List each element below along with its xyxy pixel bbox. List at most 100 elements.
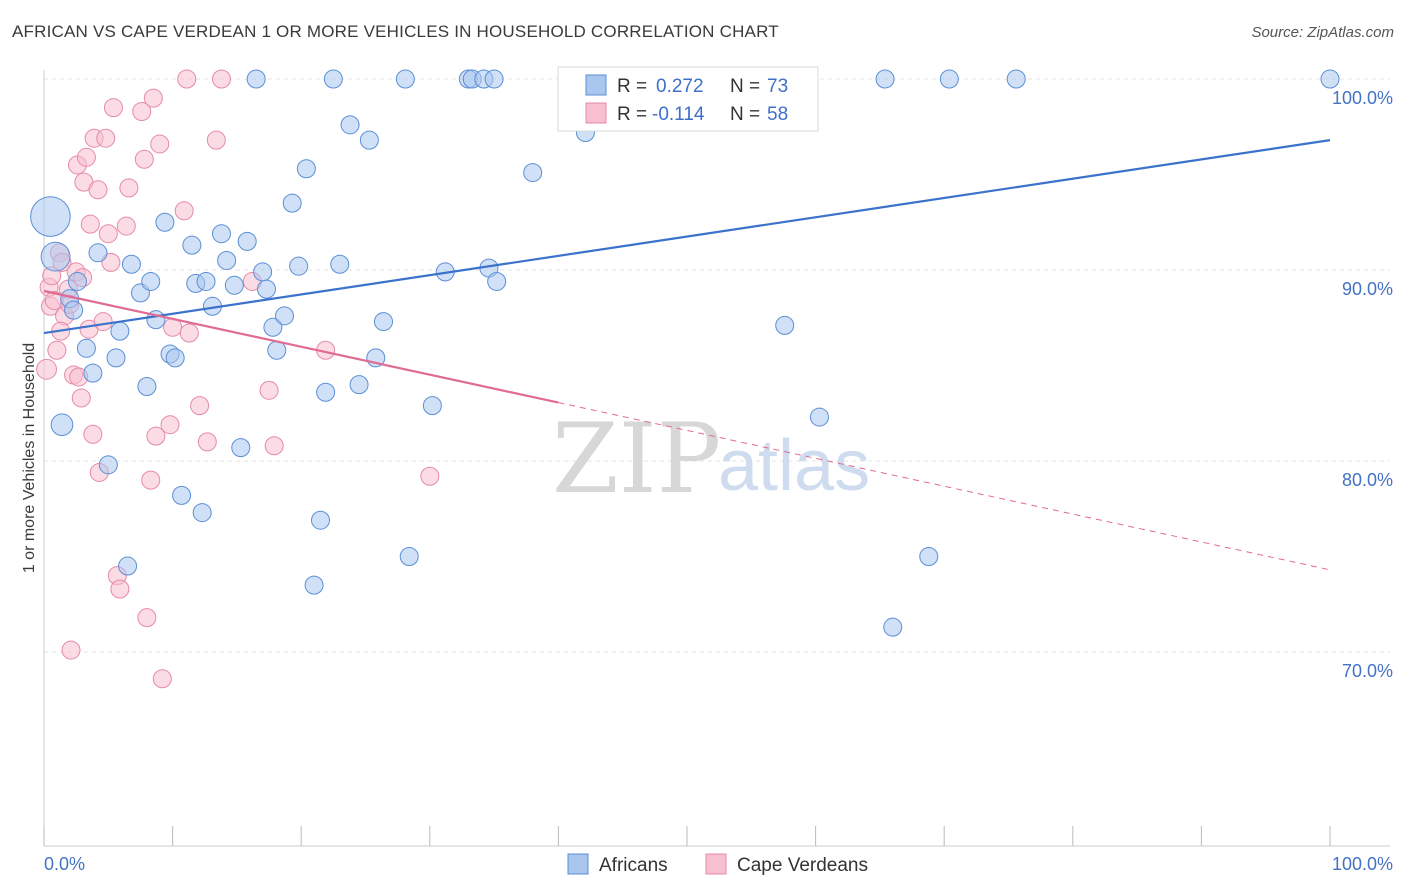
point-cape-verdeans bbox=[96, 128, 116, 148]
point-africans bbox=[98, 455, 118, 475]
point-africans bbox=[118, 556, 138, 576]
series-legend: Africans Cape Verdeans bbox=[567, 853, 868, 876]
legend-n-value-africans: 73 bbox=[767, 76, 788, 97]
point-africans bbox=[217, 250, 237, 270]
point-cape-verdeans bbox=[93, 312, 113, 332]
watermark: ZIP atlas bbox=[552, 403, 870, 515]
legend-r-label-africans: R = bbox=[617, 76, 647, 97]
point-africans bbox=[64, 300, 84, 320]
x-tick-label-max: 100.0% bbox=[1332, 854, 1393, 874]
y-axis-tick-labels: 70.0% 80.0% 90.0% 100.0% bbox=[1332, 88, 1393, 681]
correlation-legend: R = 0.272 N = 73 R = -0.114 N = 58 bbox=[557, 66, 819, 132]
point-africans bbox=[76, 338, 96, 358]
trend-line-africans bbox=[43, 139, 1331, 335]
point-cape-verdeans bbox=[80, 214, 100, 234]
point-africans bbox=[172, 485, 192, 505]
point-cape-verdeans bbox=[132, 101, 152, 121]
point-cape-verdeans bbox=[137, 608, 157, 628]
point-africans bbox=[40, 241, 71, 272]
point-cape-verdeans bbox=[259, 380, 279, 400]
point-africans bbox=[137, 377, 157, 397]
point-africans bbox=[274, 306, 294, 326]
point-africans bbox=[67, 271, 87, 291]
point-africans bbox=[775, 315, 795, 335]
x-tick-label-min: 0.0% bbox=[44, 854, 85, 874]
point-africans bbox=[88, 243, 108, 263]
y-tick-label: 80.0% bbox=[1342, 470, 1393, 490]
chart-source: Source: ZipAtlas.com bbox=[1251, 24, 1394, 41]
point-africans bbox=[883, 617, 903, 637]
legend-swatch-africans bbox=[585, 74, 607, 96]
point-africans bbox=[359, 130, 379, 150]
watermark-atlas: atlas bbox=[718, 426, 870, 506]
point-africans bbox=[110, 321, 130, 341]
point-cape-verdeans bbox=[190, 396, 210, 416]
point-africans bbox=[237, 231, 257, 251]
legend-n-value-cape-verdeans: 58 bbox=[767, 104, 788, 125]
y-tick-label: 70.0% bbox=[1342, 661, 1393, 681]
point-cape-verdeans bbox=[152, 669, 172, 689]
point-cape-verdeans bbox=[88, 180, 108, 200]
point-africans bbox=[155, 212, 175, 232]
series-africans bbox=[30, 69, 1340, 637]
point-africans bbox=[340, 115, 360, 135]
point-cape-verdeans bbox=[36, 358, 57, 380]
point-africans bbox=[121, 254, 141, 274]
point-africans bbox=[330, 254, 350, 274]
point-africans bbox=[83, 363, 103, 383]
trend-line-cape-verdeans bbox=[43, 289, 559, 404]
point-cape-verdeans bbox=[61, 640, 81, 660]
point-cape-verdeans bbox=[174, 201, 194, 221]
point-africans bbox=[875, 69, 895, 89]
y-tick-label: 90.0% bbox=[1342, 279, 1393, 299]
point-africans bbox=[224, 275, 244, 295]
point-cape-verdeans bbox=[134, 149, 154, 169]
point-africans bbox=[289, 256, 309, 276]
point-cape-verdeans bbox=[146, 426, 166, 446]
point-africans bbox=[263, 317, 283, 337]
point-africans bbox=[484, 69, 504, 89]
point-africans bbox=[30, 196, 71, 237]
point-africans bbox=[939, 69, 959, 89]
point-cape-verdeans bbox=[98, 224, 118, 244]
point-africans bbox=[304, 575, 324, 595]
point-africans bbox=[395, 69, 415, 89]
point-africans bbox=[196, 271, 216, 291]
point-cape-verdeans bbox=[179, 323, 199, 343]
point-africans bbox=[310, 510, 330, 530]
series-cape-verdeans bbox=[36, 69, 440, 689]
point-africans bbox=[282, 193, 302, 213]
point-cape-verdeans bbox=[150, 134, 170, 154]
point-africans bbox=[50, 413, 74, 437]
point-cape-verdeans bbox=[119, 178, 139, 198]
y-tick-label: 100.0% bbox=[1332, 88, 1393, 108]
point-africans bbox=[165, 348, 185, 368]
point-africans bbox=[316, 382, 336, 402]
point-africans bbox=[256, 279, 276, 299]
point-cape-verdeans bbox=[116, 216, 136, 236]
legend-n-label-cape-verdeans: N = bbox=[730, 104, 760, 125]
point-africans bbox=[809, 407, 829, 427]
point-cape-verdeans bbox=[47, 340, 67, 360]
bottom-legend-label-africans: Africans bbox=[599, 855, 668, 876]
point-africans bbox=[374, 312, 394, 332]
legend-r-value-cape-verdeans: -0.114 bbox=[652, 104, 705, 125]
x-axis-ticks bbox=[43, 826, 1331, 846]
point-africans bbox=[253, 262, 273, 282]
point-cape-verdeans bbox=[206, 130, 226, 150]
point-africans bbox=[106, 348, 126, 368]
point-africans bbox=[919, 547, 939, 566]
point-africans bbox=[323, 69, 343, 89]
point-africans bbox=[246, 69, 266, 89]
chart-title: AFRICAN VS CAPE VERDEAN 1 OR MORE VEHICL… bbox=[12, 22, 779, 41]
bottom-legend-swatch-cape-verdeans bbox=[705, 853, 727, 875]
point-cape-verdeans bbox=[71, 388, 91, 408]
bottom-legend-label-cape-verdeans: Cape Verdeans bbox=[737, 855, 868, 876]
point-cape-verdeans bbox=[211, 69, 231, 89]
point-cape-verdeans bbox=[160, 415, 180, 435]
point-cape-verdeans bbox=[197, 432, 217, 452]
point-africans bbox=[523, 163, 543, 183]
point-africans bbox=[422, 396, 442, 416]
point-africans bbox=[296, 159, 316, 179]
